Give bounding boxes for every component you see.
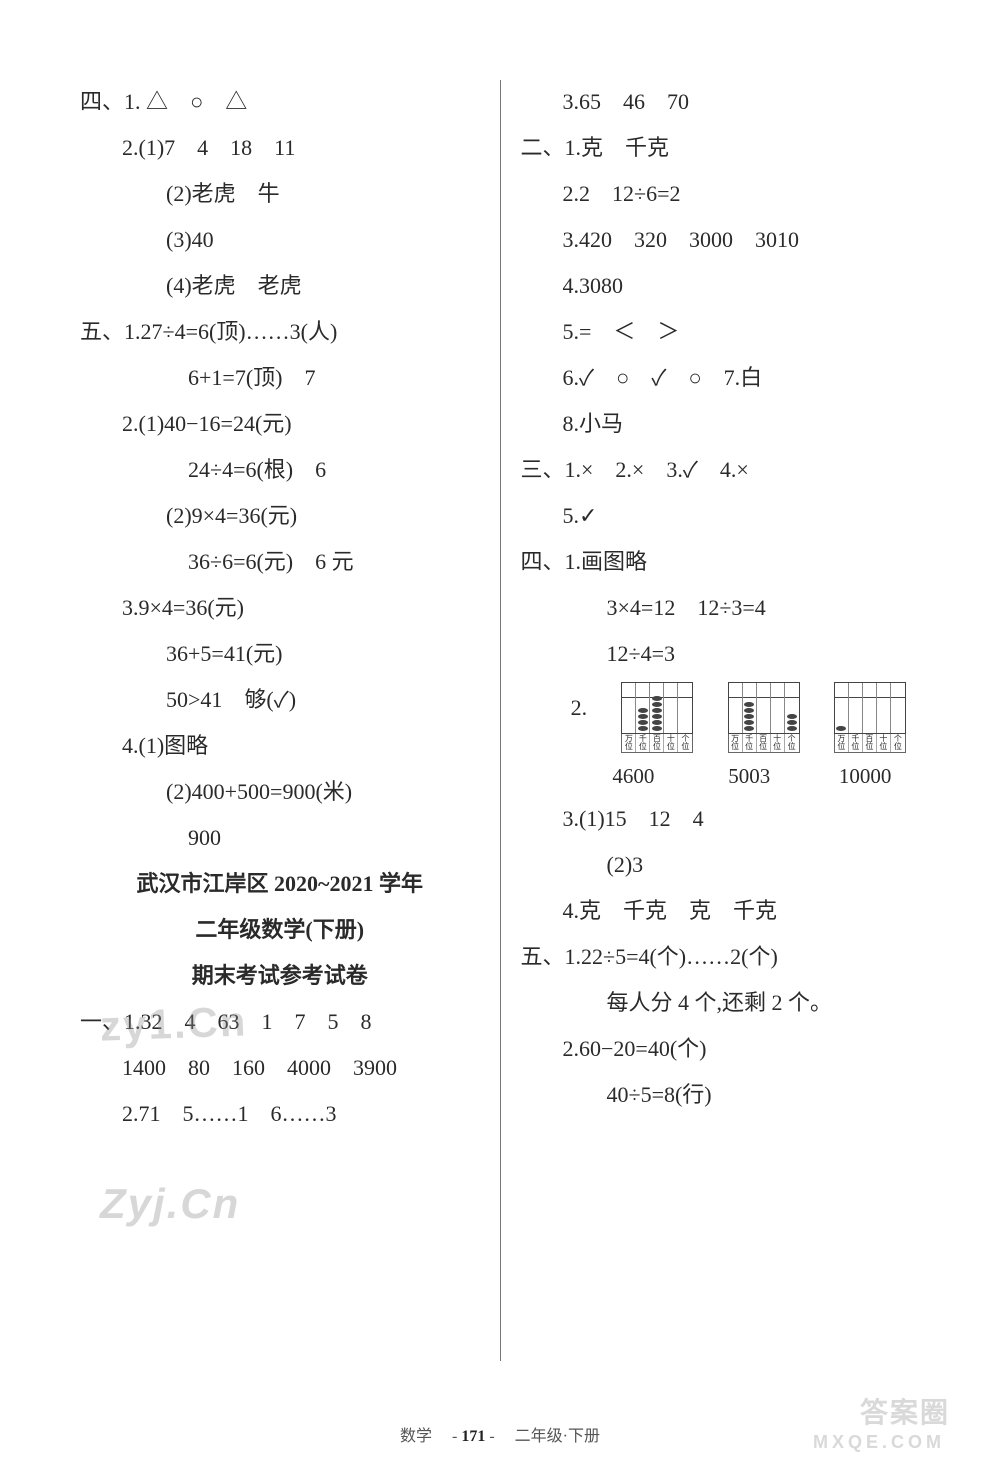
q5-3c: 50>41 够(✓): [80, 678, 480, 722]
r-q4-2a: 3×4=12 12÷3=4: [521, 586, 921, 630]
abacus-label-2: 2.: [571, 686, 588, 730]
q5-4a: 4.(1)图略: [80, 724, 480, 768]
q4-2-1: 2.(1)7 4 18 11: [80, 126, 480, 170]
abacus-lbl: 万位: [729, 734, 743, 752]
r-q2-4: 4.3080: [521, 264, 921, 308]
r-q2-2: 2.2 12÷6=2: [521, 172, 921, 216]
q5-4b: (2)400+500=900(米): [80, 770, 480, 814]
q5-2b2: 36÷6=6(元) 6 元: [80, 540, 480, 584]
r-q4-2b: 12÷4=3: [521, 632, 921, 676]
page-container: zy1.Cn Zyj.Cn 答案圈 MXQE.COM 四、1. △ ○ △ 2.…: [0, 0, 1000, 1471]
abacus-num-3: 10000: [810, 755, 920, 797]
q5-3a: 3.9×4=36(元): [80, 586, 480, 630]
q4-2-3: (3)40: [80, 218, 480, 262]
section-title-1: 武汉市江岸区 2020~2021 学年: [80, 862, 480, 906]
abacus-lbl: 百位: [863, 734, 877, 752]
r-q4-3a: 3.(1)15 12 4: [521, 797, 921, 841]
abacus-lbl: 万位: [835, 734, 849, 752]
q5-3b: 36+5=41(元): [80, 632, 480, 676]
q4-2-4: (4)老虎 老虎: [80, 264, 480, 308]
section-title-3: 期末考试参考试卷: [80, 954, 480, 998]
r-q5-2b: 40÷5=8(行): [521, 1073, 921, 1117]
q5-2a: 2.(1)40−16=24(元): [80, 402, 480, 446]
abacus-1: 万位 千位 百位 十位 个位: [621, 682, 693, 753]
footer-subject: 数学: [400, 1428, 432, 1445]
q4-1: 四、1. △ ○ △: [80, 80, 480, 124]
abacus-lbl: 万位: [622, 734, 636, 752]
abacus-lbl: 十位: [664, 734, 678, 752]
abacus-lbl: 个位: [678, 734, 692, 752]
abacus-lbl: 千位: [849, 734, 863, 752]
q5-2a2: 24÷4=6(根) 6: [80, 448, 480, 492]
q1-l3: 2.71 5……1 6……3: [80, 1092, 480, 1136]
r-q4-1: 四、1.画图略: [521, 540, 921, 584]
r-q2-8: 8.小马: [521, 402, 921, 446]
q5-4c: 900: [80, 816, 480, 860]
r-q2-5: 5.= ＜ ＞: [521, 310, 921, 354]
r-q2-1: 二、1.克 千克: [521, 126, 921, 170]
abacus-numbers: 4600 5003 10000: [521, 755, 921, 797]
r-q4-3b: (2)3: [521, 843, 921, 887]
r-q5-1: 五、1.22÷5=4(个)……2(个): [521, 935, 921, 979]
r-top: 3.65 46 70: [521, 80, 921, 124]
r-q5-1b: 每人分 4 个,还剩 2 个。: [521, 981, 921, 1025]
abacus-2: 万位 千位 百位 十位 个位: [728, 682, 800, 753]
right-column: 3.65 46 70 二、1.克 千克 2.2 12÷6=2 3.420 320…: [501, 80, 941, 1361]
abacus-num-1: 4600: [579, 755, 689, 797]
left-column: 四、1. △ ○ △ 2.(1)7 4 18 11 (2)老虎 牛 (3)40 …: [60, 80, 501, 1361]
footer-page-number: 171: [461, 1428, 485, 1445]
q4-2-2: (2)老虎 牛: [80, 172, 480, 216]
abacus-row: 2. 万位 千位 百位 十位 个位: [521, 678, 921, 755]
q4-symbols: △ ○ △: [146, 89, 247, 114]
abacus-lbl: 个位: [891, 734, 905, 752]
section-title-2: 二年级数学(下册): [80, 908, 480, 952]
r-q3-2: 5.✓: [521, 494, 921, 538]
q1-l2: 1400 80 160 4000 3900: [80, 1046, 480, 1090]
abacus-lbl: 千位: [636, 734, 650, 752]
abacus-lbl: 个位: [785, 734, 799, 752]
page-footer: 数学 - 171 - 二年级·下册: [0, 1422, 1000, 1446]
abacus-3: 万位 千位 百位 十位 个位: [834, 682, 906, 753]
r-q5-2a: 2.60−20=40(个): [521, 1027, 921, 1071]
two-column-layout: 四、1. △ ○ △ 2.(1)7 4 18 11 (2)老虎 牛 (3)40 …: [60, 80, 940, 1361]
q5-2b: (2)9×4=36(元): [80, 494, 480, 538]
q1-l1: 一、1.32 4 63 1 7 5 8: [80, 1000, 480, 1044]
r-q2-6: 6.✓ ○ ✓ ○ 7.白: [521, 356, 921, 400]
q5-1: 五、1.27÷4=6(顶)……3(人): [80, 310, 480, 354]
q4-label: 四、1.: [80, 89, 141, 114]
q5-1b: 6+1=7(顶) 7: [80, 356, 480, 400]
r-q3-1: 三、1.× 2.× 3.✓ 4.×: [521, 448, 921, 492]
abacus-lbl: 十位: [771, 734, 785, 752]
abacus-lbl: 千位: [743, 734, 757, 752]
r-q4-4: 4.克 千克 克 千克: [521, 889, 921, 933]
abacus-lbl: 百位: [650, 734, 664, 752]
abacus-lbl: 百位: [757, 734, 771, 752]
abacus-lbl: 十位: [877, 734, 891, 752]
abacus-num-2: 5003: [694, 755, 804, 797]
r-q2-3: 3.420 320 3000 3010: [521, 218, 921, 262]
footer-grade: 二年级·下册: [515, 1428, 600, 1445]
